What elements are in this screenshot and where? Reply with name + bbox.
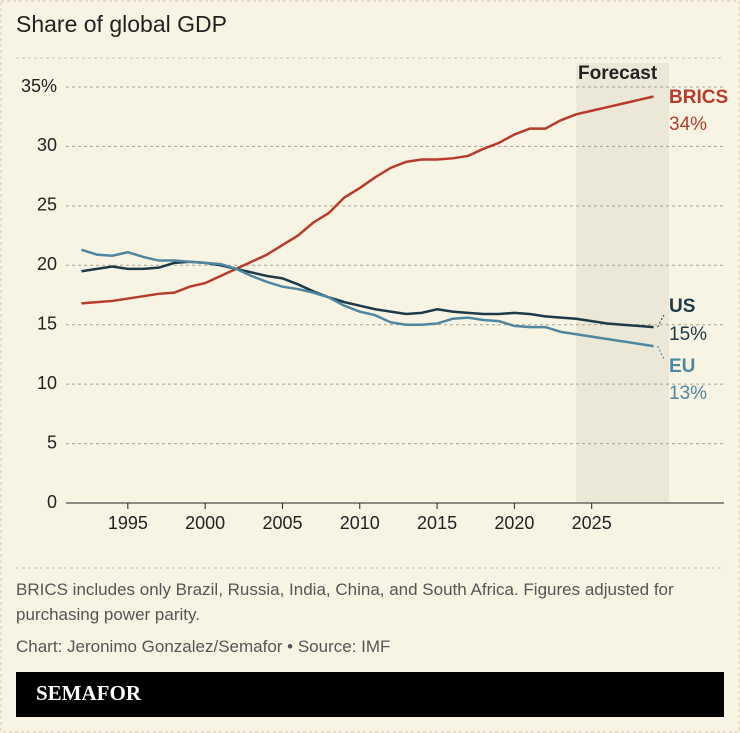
x-tick-label: 1995	[108, 513, 148, 533]
x-tick-label: 2025	[572, 513, 612, 533]
series-name: BRICS	[669, 87, 728, 108]
credit: Chart: Jeronimo Gonzalez/Semafor • Sourc…	[16, 637, 391, 656]
x-tick-label: 2000	[185, 513, 225, 533]
y-tick-label: 15	[37, 313, 57, 333]
forecast-label: Forecast	[578, 63, 658, 84]
series-line	[81, 260, 654, 329]
x-tick-label: 2010	[340, 513, 380, 533]
y-tick-label: 5	[47, 432, 57, 452]
x-tick-label: 2020	[494, 513, 534, 533]
forecast-band	[576, 63, 669, 503]
note: BRICS includes only Brazil, Russia, Indi…	[16, 580, 674, 624]
y-tick-label: 10	[37, 373, 57, 393]
series-label: 13%	[669, 383, 707, 404]
x-tick-label: 2015	[417, 513, 457, 533]
x-tick-label: 2005	[262, 513, 302, 533]
series-name: EU	[669, 356, 695, 377]
brand: SEMAFOR	[36, 681, 142, 705]
series-name: US	[669, 296, 695, 317]
series-line	[81, 95, 654, 305]
leader	[657, 345, 665, 360]
y-tick-label: 20	[37, 254, 57, 274]
y-tick-label: 30	[37, 135, 57, 155]
y-tick-label: 0	[47, 492, 57, 512]
chart-title: Share of global GDP	[16, 11, 227, 37]
series-line	[81, 248, 654, 348]
series-label: 15%	[669, 324, 707, 345]
brand-bar	[16, 672, 724, 717]
series-label: 34%	[669, 114, 707, 135]
y-tick-label: 25	[37, 195, 57, 215]
y-tick-label: 35%	[21, 76, 57, 96]
